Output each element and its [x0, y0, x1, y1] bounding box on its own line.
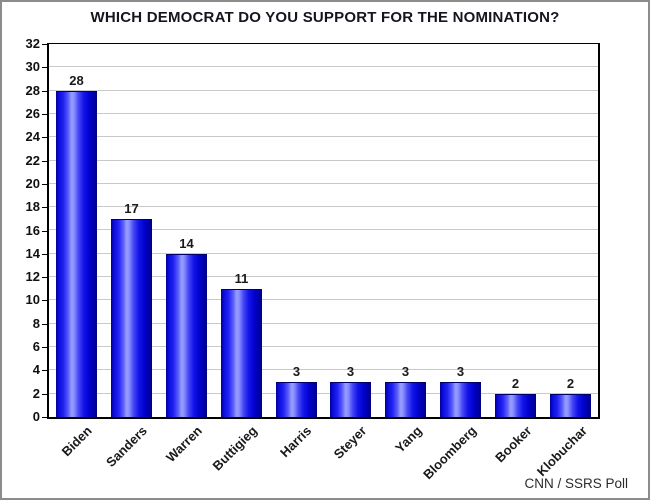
- gridline: [49, 276, 598, 277]
- gridline: [49, 90, 598, 91]
- y-axis-tick: [42, 91, 47, 92]
- bar-value-label: 11: [234, 271, 249, 286]
- bar-klobuchar: [550, 394, 591, 417]
- gridline: [49, 299, 598, 300]
- y-axis-tick-label: 32: [25, 36, 40, 51]
- bar-yang: [385, 382, 426, 417]
- gridline: [49, 253, 598, 254]
- x-axis-label-buttigieg: Buttigieg: [209, 423, 260, 474]
- bar-value-label: 14: [179, 236, 194, 251]
- y-axis-tick: [42, 254, 47, 255]
- chart-title: WHICH DEMOCRAT DO YOU SUPPORT FOR THE NO…: [90, 9, 560, 26]
- x-axis-label-harris: Harris: [277, 423, 315, 461]
- y-axis-tick-label: 20: [25, 176, 40, 191]
- y-axis-tick-label: 26: [25, 106, 40, 121]
- y-axis-tick: [42, 277, 47, 278]
- x-axis-label-steyer: Steyer: [330, 423, 370, 462]
- bar-sanders: [111, 219, 152, 417]
- y-axis-tick-label: 28: [25, 83, 40, 98]
- gridline: [49, 160, 598, 161]
- y-axis-tick-label: 16: [25, 223, 40, 238]
- y-axis-tick-label: 18: [25, 199, 40, 214]
- y-axis-tick-label: 10: [25, 292, 40, 307]
- bar-biden: [56, 91, 97, 417]
- bar-harris: [276, 382, 317, 417]
- y-axis-tick: [42, 347, 47, 348]
- x-axis-label-yang: Yang: [392, 423, 425, 456]
- x-axis-label-bloomberg: Bloomberg: [420, 423, 480, 483]
- y-axis-tick: [42, 114, 47, 115]
- gridline: [49, 229, 598, 230]
- y-axis-tick: [42, 137, 47, 138]
- bar-value-label: 3: [401, 364, 410, 379]
- bar-booker: [495, 394, 536, 417]
- bar-steyer: [330, 382, 371, 417]
- y-axis-tick: [42, 67, 47, 68]
- gridline: [49, 206, 598, 207]
- plot-area: 28 17 14 11 3 3 3 3 2 2: [47, 43, 600, 419]
- y-axis-tick-label: 6: [32, 339, 40, 354]
- y-axis-tick: [42, 324, 47, 325]
- gridline: [49, 66, 598, 67]
- source-attribution: CNN / SSRS Poll: [524, 476, 628, 491]
- x-axis-label-biden: Biden: [58, 423, 95, 460]
- y-axis-tick: [42, 184, 47, 185]
- x-axis-label-warren: Warren: [162, 423, 205, 465]
- x-axis-label-sanders: Sanders: [102, 423, 150, 470]
- x-axis-label-klobuchar: Klobuchar: [533, 423, 590, 480]
- gridline: [49, 346, 598, 347]
- y-axis-tick: [42, 231, 47, 232]
- bar-buttigieg: [221, 289, 262, 417]
- y-axis-tick: [42, 417, 47, 418]
- y-axis-tick-label: 22: [25, 153, 40, 168]
- y-axis-tick: [42, 300, 47, 301]
- gridline: [49, 369, 598, 370]
- gridline: [49, 136, 598, 137]
- y-axis-tick: [42, 161, 47, 162]
- y-axis-tick-label: 12: [25, 269, 40, 284]
- bar-value-label: 3: [456, 364, 465, 379]
- y-axis-tick: [42, 44, 47, 45]
- y-axis-tick-label: 0: [32, 409, 40, 424]
- y-axis-tick-label: 14: [25, 246, 40, 261]
- bar-value-label: 17: [124, 201, 139, 216]
- x-axis-label-booker: Booker: [492, 423, 535, 466]
- bar-warren: [166, 254, 207, 417]
- gridline: [49, 113, 598, 114]
- y-axis-tick-label: 30: [25, 59, 40, 74]
- bar-value-label: 28: [69, 73, 84, 88]
- gridline: [49, 323, 598, 324]
- bar-value-label: 2: [566, 376, 575, 391]
- gridline: [49, 393, 598, 394]
- y-axis-tick-label: 4: [32, 362, 40, 377]
- y-axis-tick-label: 8: [32, 316, 40, 331]
- y-axis-tick: [42, 207, 47, 208]
- y-axis-tick: [42, 394, 47, 395]
- bar-bloomberg: [440, 382, 481, 417]
- bar-value-label: 3: [292, 364, 301, 379]
- bar-value-label: 3: [346, 364, 355, 379]
- gridline: [49, 183, 598, 184]
- y-axis-tick-label: 24: [25, 129, 40, 144]
- bar-value-label: 2: [511, 376, 520, 391]
- y-axis-tick: [42, 370, 47, 371]
- y-axis-tick-label: 2: [32, 386, 40, 401]
